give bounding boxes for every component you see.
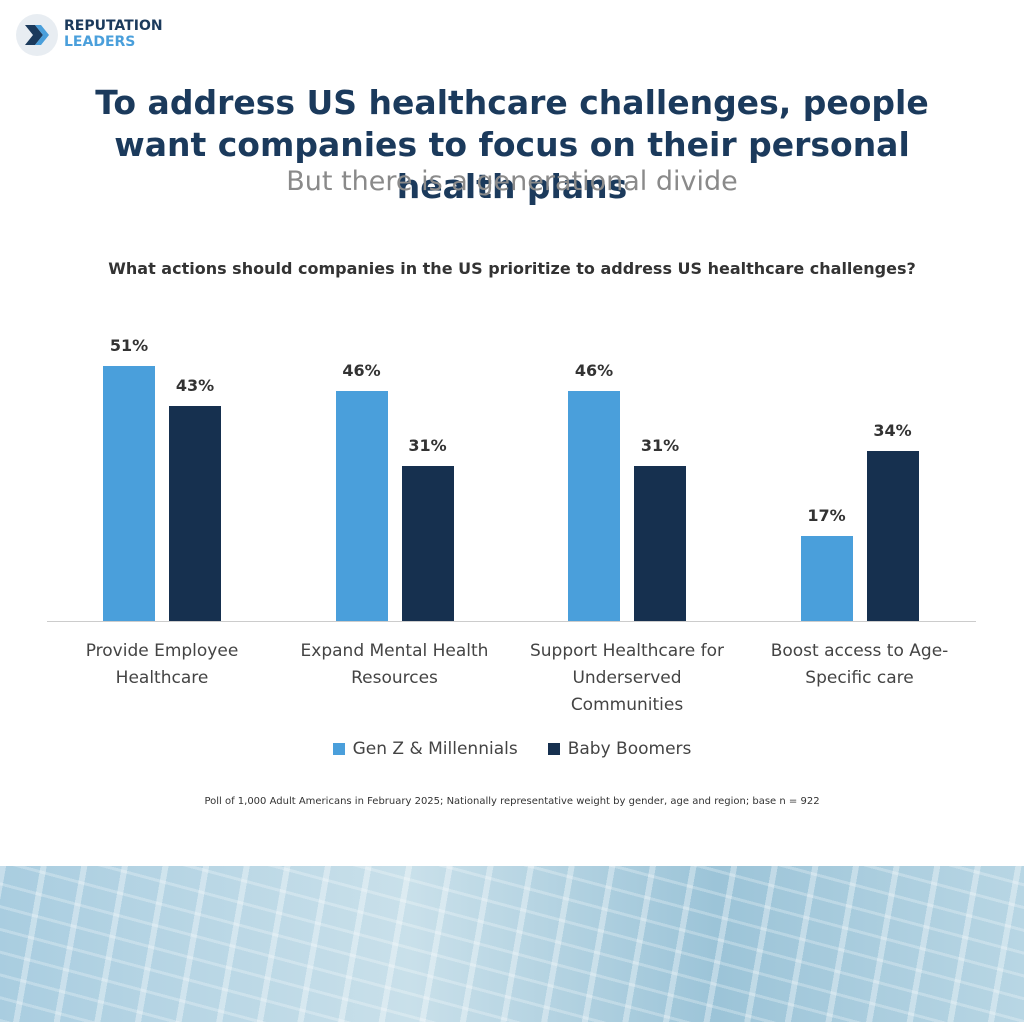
logo-icon [16,14,58,56]
data-label: 46% [342,361,381,380]
bar [401,466,454,621]
legend-swatch [332,743,345,755]
bar [568,391,620,621]
legend-swatch [547,743,560,755]
subtitle: But there is a generational divide [286,166,738,197]
logo-text: REPUTATION LEADERS [64,18,163,50]
data-label: 51% [109,336,149,355]
x-tick-label: Expand Mental Health Resources [300,641,489,688]
bar [103,366,155,621]
bar [169,406,221,621]
legend: Gen Z & Millennials Baby Boomers [0,739,1024,759]
legend-label: Gen Z & Millennials [352,739,518,759]
bar [800,536,853,621]
data-label: 46% [574,361,614,380]
bar [634,466,686,621]
legend-item: Gen Z & Millennials [332,739,518,759]
x-tick-label: Boost access to Age-Specific care [770,641,949,688]
data-label: 43% [175,376,215,395]
chart-title: To address US healthcare challenges, peo… [95,83,929,206]
footnote: Poll of 1,000 Adult Americans in Februar… [204,796,820,807]
data-label: 31% [408,436,447,455]
bar [335,391,388,621]
x-tick-label: Provide Employee Healthcare [85,641,239,688]
data-label: 31% [640,436,680,455]
question: What actions should companies in the US … [108,259,916,278]
bar [866,451,919,621]
legend-label: Baby Boomers [567,739,692,759]
background-image [0,866,1024,1022]
logo-line: REPUTATION [64,18,163,34]
logo-line: LEADERS [64,34,136,50]
data-label: 34% [873,421,912,440]
x-tick-label: Support Healthcare for Underserved Commu… [529,641,725,715]
baseline [47,621,976,622]
legend-item: Baby Boomers [547,739,692,759]
data-label: 17% [807,506,846,525]
